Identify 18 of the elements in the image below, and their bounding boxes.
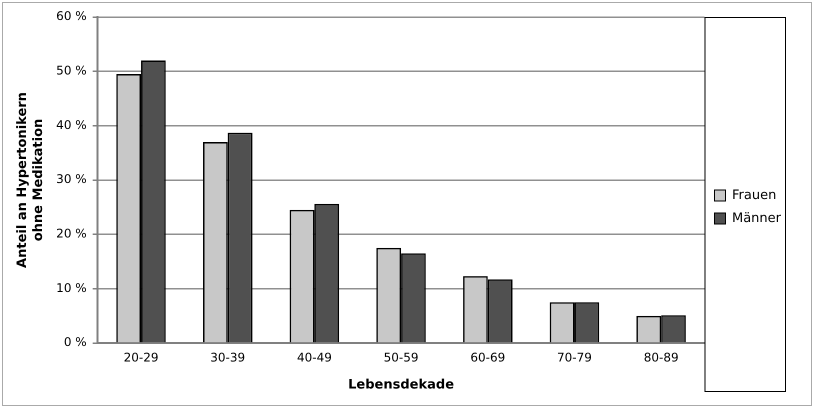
y-tick-label: 30 % xyxy=(56,172,87,186)
x-tick-label: 60-69 xyxy=(470,350,506,364)
x-tick-label: 80-89 xyxy=(644,350,679,364)
y-axis-title: Anteil an Hypertonikern ohne Medikation xyxy=(15,92,46,268)
y-tick-label: 0 % xyxy=(64,335,87,350)
y-tick-label: 20 % xyxy=(56,226,87,240)
y-tick-label: 60 % xyxy=(56,9,87,24)
x-tick-label: 30-39 xyxy=(210,350,246,364)
x-axis-title: Lebensdekade xyxy=(348,378,454,393)
y-tick-label: 10 % xyxy=(56,280,87,295)
x-tick-label: 70-79 xyxy=(557,350,592,364)
legend-label: Männer xyxy=(732,210,782,226)
legend-label: Frauen xyxy=(732,188,776,203)
y-tick-label: 50 % xyxy=(56,63,87,78)
x-tick-label: 40-49 xyxy=(296,350,332,364)
y-tick-label: 40 % xyxy=(56,118,87,132)
x-tick-label: 50-59 xyxy=(384,350,419,364)
x-tick-label: 20-29 xyxy=(124,350,158,364)
